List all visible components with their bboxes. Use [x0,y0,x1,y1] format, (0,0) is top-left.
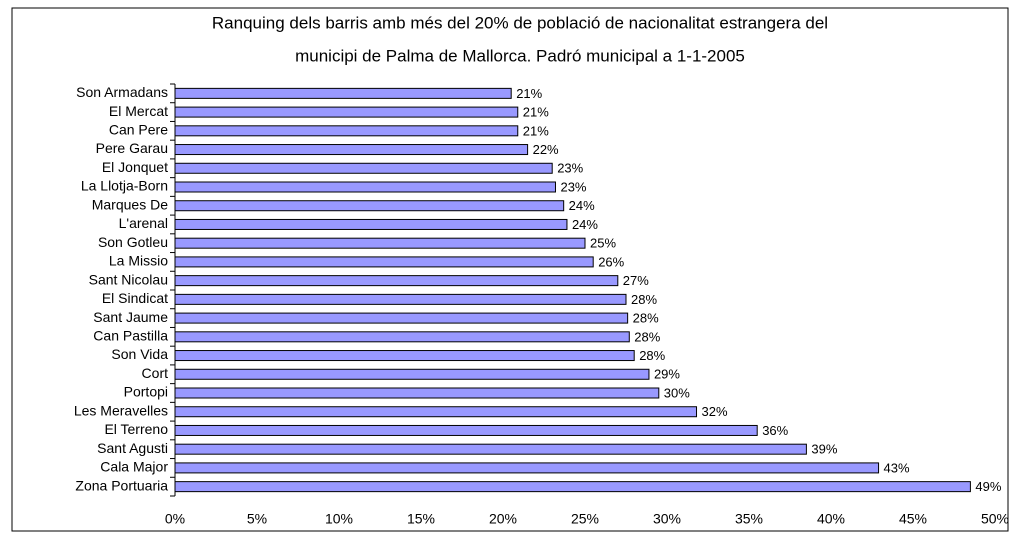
x-tick-label: 10% [325,511,353,527]
data-label: 36% [762,423,788,438]
data-label: 29% [654,367,680,382]
x-tick-label: 35% [735,511,763,527]
bar [174,312,629,324]
y-tick-label: Portopi [124,384,168,400]
bar [174,144,529,156]
x-tick-label: 25% [571,511,599,527]
chart-title: municipi de Palma de Mallorca. Padró mun… [295,46,745,65]
bar [174,162,553,174]
y-tick-label: Pere Garau [96,140,168,156]
bar [174,200,565,212]
bar [174,87,512,99]
y-tick-label: La Llotja-Born [81,178,168,194]
bar [174,125,519,137]
data-label: 43% [884,460,910,475]
x-tick-label: 30% [653,511,681,527]
chart-title: Ranquing dels barris amb més del 20% de … [212,13,828,32]
bar [174,481,971,493]
y-tick-label: Les Meravelles [74,402,168,418]
y-tick-label: El Mercat [109,103,168,119]
bar [174,424,758,436]
data-label: 21% [523,123,549,138]
data-label: 21% [516,86,542,101]
data-label: 28% [634,329,660,344]
data-label: 28% [639,348,665,363]
x-tick-label: 50% [981,511,1009,527]
y-tick-label: El Sindicat [102,290,168,306]
y-tick-label: Son Vida [111,346,168,362]
x-tick-label: 40% [817,511,845,527]
y-tick-label: Son Gotleu [98,234,168,250]
bar [174,218,568,230]
data-label: 30% [664,385,690,400]
y-tick-label: La Missio [109,253,168,269]
bar [174,350,635,362]
data-label: 23% [557,161,583,176]
x-tick-label: 20% [489,511,517,527]
data-label: 26% [598,254,624,269]
bar [174,181,556,193]
y-tick-label: Can Pastilla [93,328,168,344]
x-tick-label: 45% [899,511,927,527]
data-label: 24% [569,198,595,213]
bar [174,368,650,380]
data-label: 32% [702,404,728,419]
bar [174,406,698,418]
y-tick-label: Cala Major [100,459,168,475]
bar [174,237,586,249]
y-tick-label: Zona Portuaria [75,477,168,493]
y-tick-label: El Jonquet [102,159,168,175]
x-tick-label: 0% [165,511,185,527]
bar [174,387,660,399]
x-tick-label: 5% [247,511,267,527]
data-label: 21% [523,105,549,120]
data-label: 39% [811,442,837,457]
data-label: 49% [975,479,1001,494]
y-tick-label: Sant Agusti [97,440,168,456]
y-tick-label: Son Armadans [76,84,168,100]
y-tick-label: L'arenal [119,215,168,231]
y-tick-label: Sant Jaume [93,309,168,325]
data-label: 28% [633,311,659,326]
bar [174,443,807,455]
data-label: 22% [533,142,559,157]
data-label: 27% [623,273,649,288]
data-label: 24% [572,217,598,232]
bar [174,331,630,343]
y-tick-label: Sant Nicolau [89,271,168,287]
y-tick-label: Can Pere [109,122,168,138]
y-tick-label: El Terreno [104,421,168,437]
data-label: 28% [631,292,657,307]
bar [174,275,619,287]
data-label: 25% [590,236,616,251]
bar [174,462,880,474]
bar [174,106,519,118]
bar [174,256,594,268]
y-tick-label: Marques De [92,196,168,212]
x-tick-label: 15% [407,511,435,527]
bar [174,293,627,305]
data-label: 23% [560,179,586,194]
y-tick-label: Cort [142,365,169,381]
